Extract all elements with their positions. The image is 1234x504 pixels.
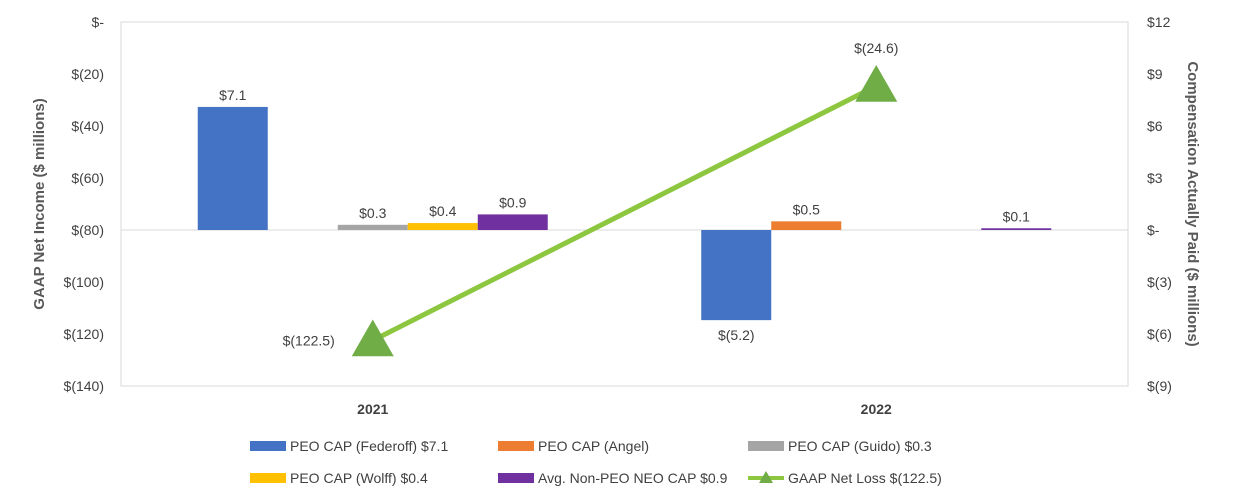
legend-label-peo-cap-angel: PEO CAP (Angel)	[538, 438, 649, 454]
legend-swatch-peo-cap-federoff	[250, 441, 286, 451]
right-axis-tick-label: $(6)	[1147, 326, 1172, 342]
left-axis-tick-label: $(40)	[71, 118, 104, 134]
data-label-peo-cap-wolff-2021: $0.4	[429, 203, 456, 219]
left-axis-tick-label: $(60)	[71, 170, 104, 186]
data-label-peo-cap-federoff-2021: $7.1	[219, 87, 246, 103]
bar-peo-cap-guido-2021	[337, 224, 408, 230]
category-label-2021: 2021	[357, 401, 388, 417]
data-labels: $7.1 $0.3 $0.4 $0.9 $(5.2) $0.5 $0.1 $(122.5) $(…	[219, 40, 1030, 349]
category-label-2022: 2022	[861, 401, 892, 417]
legend-label-peo-cap-guido: PEO CAP (Guido) $0.3	[788, 438, 932, 454]
data-label-peo-cap-guido-2021: $0.3	[359, 205, 386, 221]
right-axis-tick-label: $(9)	[1147, 378, 1172, 394]
right-axis-tick-label: $6	[1147, 118, 1163, 134]
data-label-gaap-net-loss-2021: $(122.5)	[283, 333, 335, 349]
left-axis-tick-label: $(100)	[64, 274, 104, 290]
data-label-peo-cap-angel-2022: $0.5	[793, 201, 820, 217]
right-axis-tick-label: $3	[1147, 170, 1163, 186]
bar-peo-cap-federoff-2021	[197, 106, 268, 230]
data-label-peo-cap-federoff-2022: $(5.2)	[718, 327, 755, 343]
bar-peo-cap-wolff-2021	[407, 223, 478, 230]
legend-label-peo-cap-wolff: PEO CAP (Wolff) $0.4	[290, 470, 428, 486]
line-series	[351, 64, 898, 357]
bar-series	[197, 106, 1052, 321]
data-label-gaap-net-loss-2022: $(24.6)	[854, 40, 898, 56]
legend-swatch-peo-cap-wolff	[250, 473, 286, 483]
left-axis-tick-label: $(120)	[64, 326, 104, 342]
category-labels: 2021 2022	[357, 401, 892, 417]
bar-peo-cap-federoff-2022	[701, 230, 772, 321]
left-axis-tick-label: $-	[92, 14, 105, 30]
legend-swatch-peo-cap-guido	[748, 441, 784, 451]
bar-avg-non-peo-neo-cap-2022	[981, 228, 1052, 230]
legend-swatch-gaap-net-loss-marker	[759, 471, 773, 483]
right-axis: $12 $9 $6 $3 $- $(3) $(6) $(9)	[1147, 14, 1172, 394]
gaap-net-loss-marker-2021	[351, 319, 394, 357]
legend-label-avg-non-peo-neo-cap: Avg. Non-PEO NEO CAP $0.9	[538, 470, 728, 486]
legend-label-gaap-net-loss: GAAP Net Loss $(122.5)	[788, 470, 942, 486]
plot-area	[120, 21, 1129, 387]
bar-peo-cap-angel-2022	[771, 221, 842, 230]
left-axis-tick-label: $(20)	[71, 66, 104, 82]
right-axis-tick-label: $(3)	[1147, 274, 1172, 290]
bar-avg-non-peo-neo-cap-2021	[477, 214, 548, 230]
gaap-net-loss-line	[371, 83, 878, 343]
right-axis-tick-label: $-	[1147, 222, 1160, 238]
data-label-avg-non-peo-neo-cap-2022: $0.1	[1003, 208, 1030, 224]
left-axis: $- $(20) $(40) $(60) $(80) $(100) $(120) $(140)	[64, 14, 105, 394]
legend-swatch-avg-non-peo-neo-cap	[498, 473, 534, 483]
legend-label-peo-cap-federoff: PEO CAP (Federoff) $7.1	[290, 438, 448, 454]
left-axis-title: GAAP Net Income ($ millions)	[31, 98, 48, 309]
plot-border	[120, 21, 1129, 387]
left-axis-tick-label: $(140)	[64, 378, 104, 394]
data-label-avg-non-peo-neo-cap-2021: $0.9	[499, 194, 526, 210]
legend: PEO CAP (Federoff) $7.1 PEO CAP (Angel) PE…	[250, 438, 942, 486]
legend-swatch-peo-cap-angel	[498, 441, 534, 451]
right-axis-tick-label: $12	[1147, 14, 1171, 30]
right-axis-title: Compensation Actually Paid ($ millions)	[1184, 61, 1201, 346]
left-axis-tick-label: $(80)	[71, 222, 104, 238]
right-axis-tick-label: $9	[1147, 66, 1163, 82]
gaap-net-loss-marker-2022	[855, 64, 898, 102]
